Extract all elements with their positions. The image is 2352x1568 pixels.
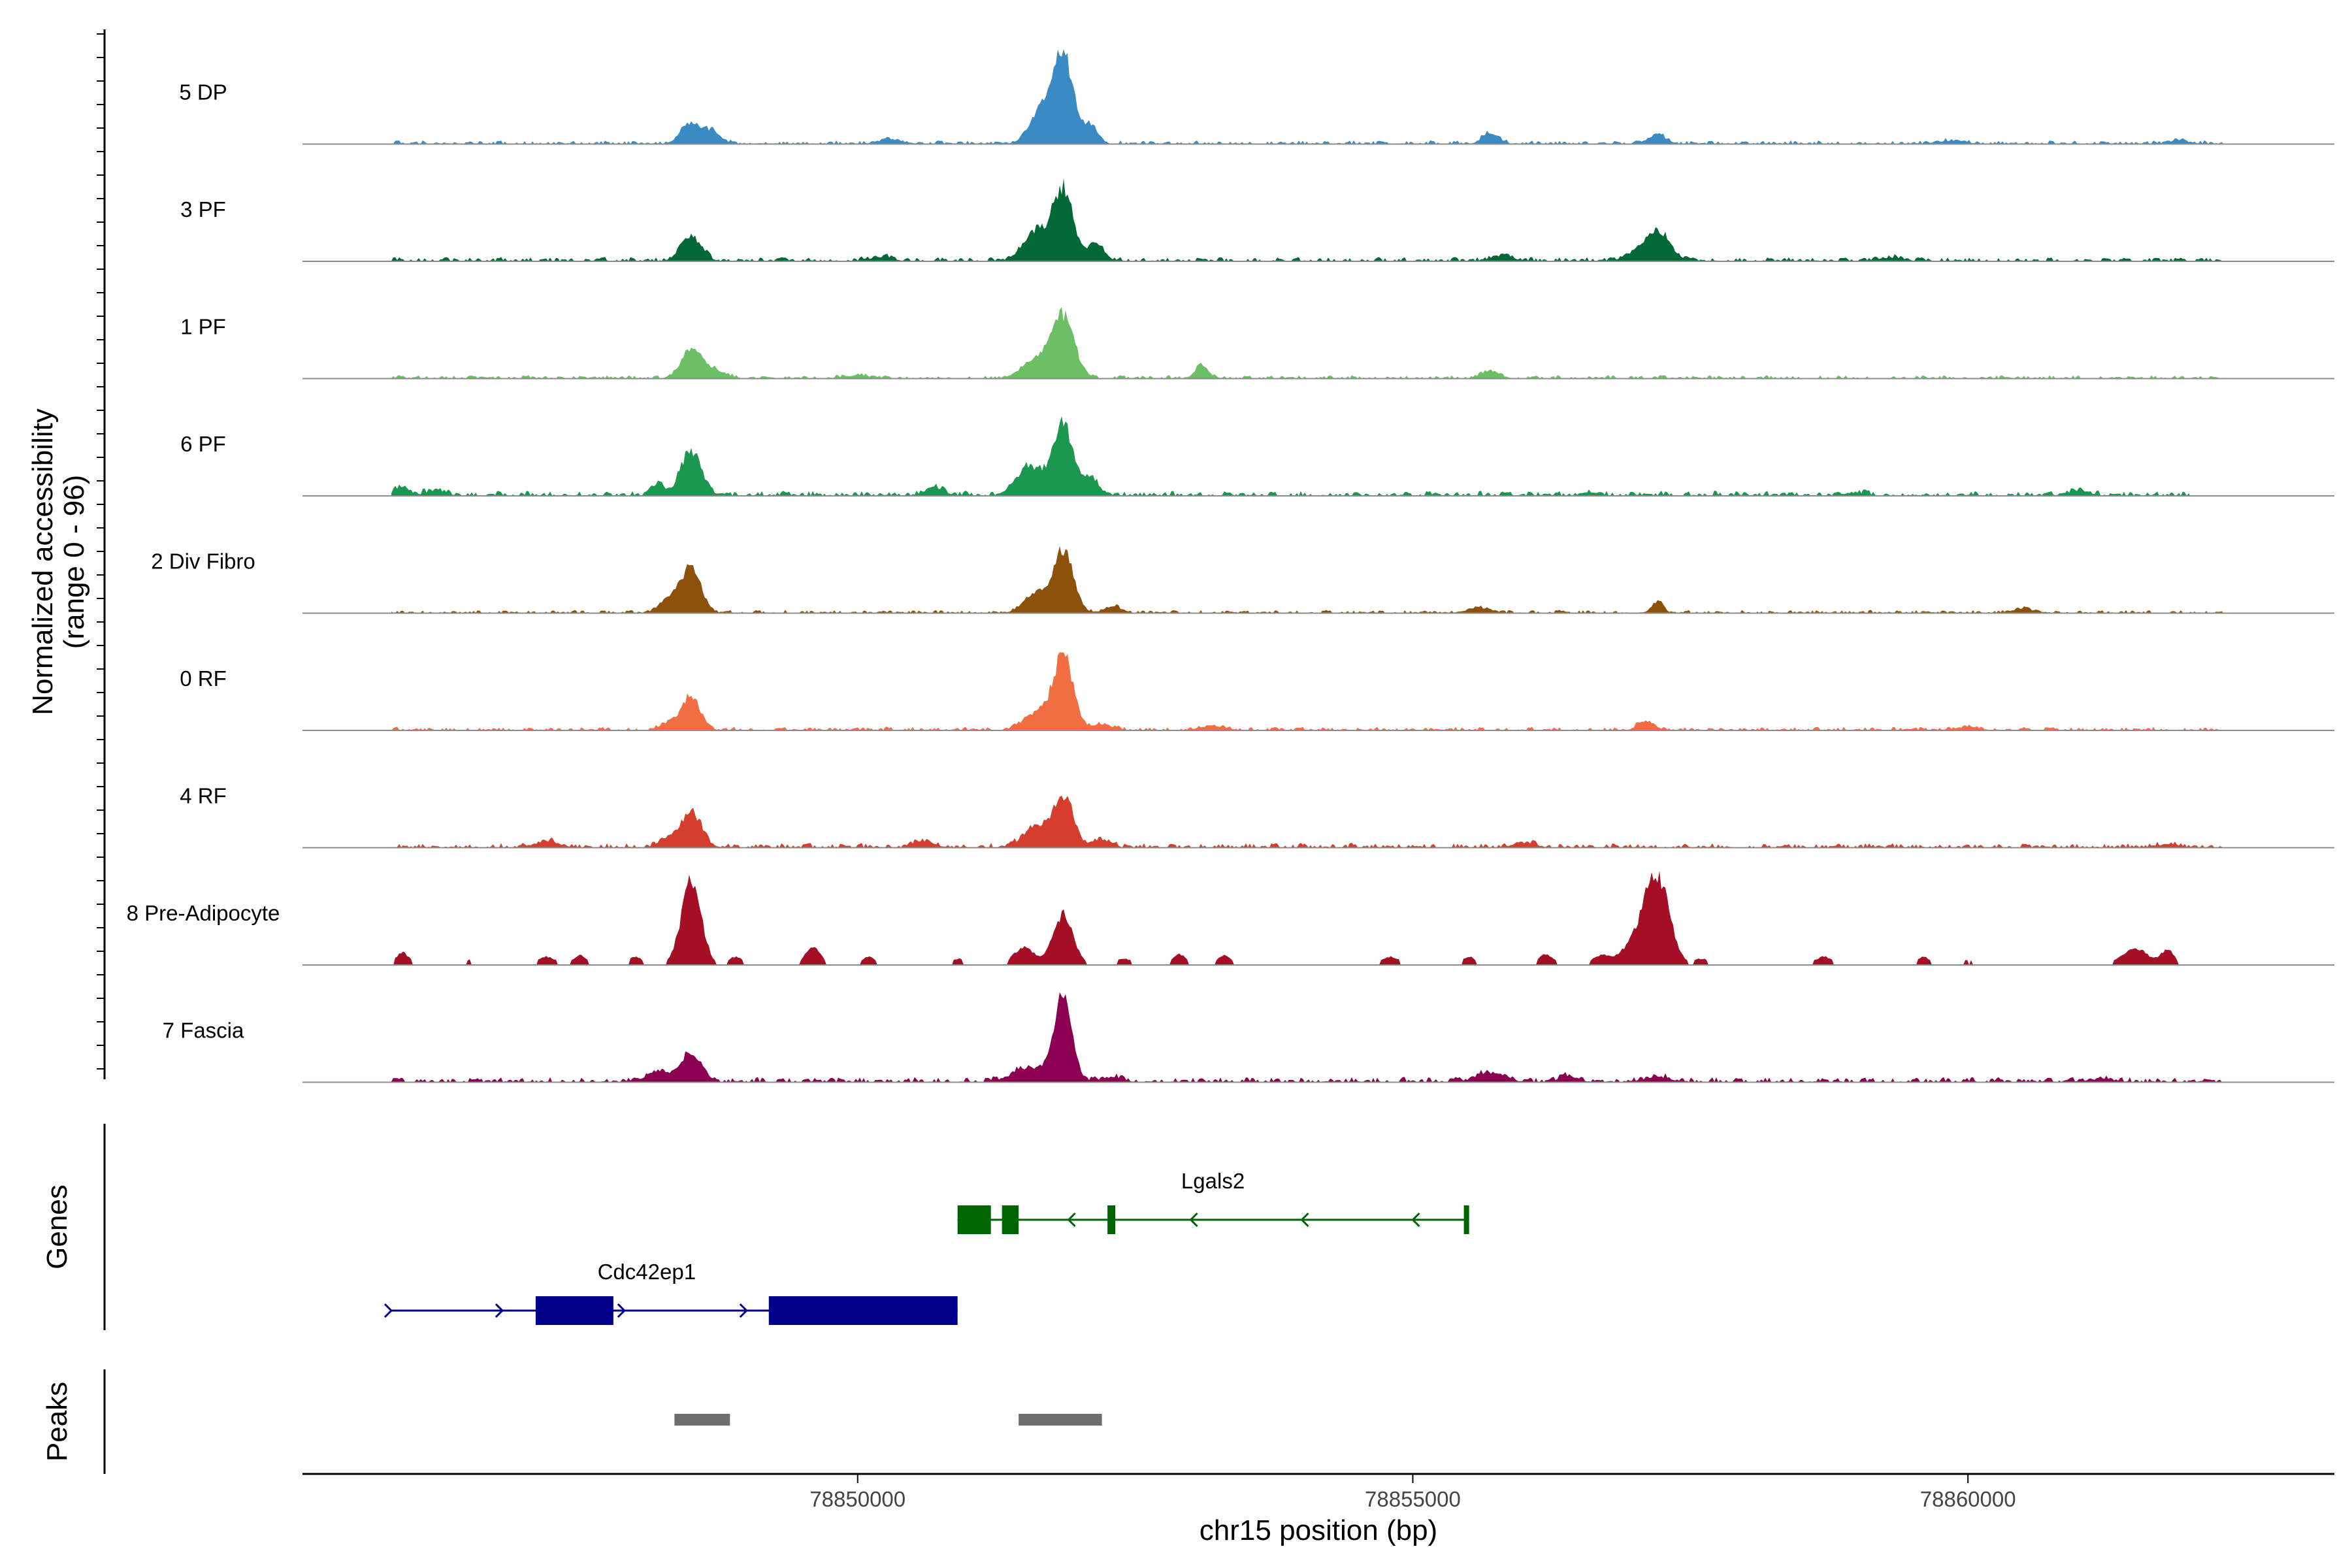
track-label: 2 Div Fibro — [151, 549, 255, 574]
track-label: 3 PF — [180, 197, 226, 221]
gene-exon — [768, 1296, 958, 1325]
track-label: 6 PF — [180, 432, 226, 456]
coverage-area — [391, 306, 2224, 379]
gene-exon — [1463, 1205, 1469, 1234]
gene-exon — [1107, 1205, 1115, 1234]
peaks-track — [674, 1414, 1102, 1426]
x-axis-ticks: 78850000 78855000 78860000 — [809, 1474, 2016, 1511]
strand-arrow — [617, 1303, 626, 1318]
strand-arrow — [1067, 1212, 1076, 1228]
track-label: 5 DP — [179, 80, 227, 105]
strand-arrow — [495, 1303, 504, 1318]
strand-arrow — [384, 1303, 393, 1318]
coverage-y-axis-ticks — [97, 33, 105, 1070]
x-tick-label: 78860000 — [1920, 1487, 2016, 1511]
peak-region — [1019, 1414, 1102, 1426]
coverage-track: 1 PF — [180, 306, 2334, 380]
gene-exon — [957, 1205, 991, 1234]
coverage-area — [391, 992, 2224, 1083]
coverage-area — [391, 49, 2224, 144]
track-label: 7 Fascia — [163, 1019, 244, 1043]
coverage-area — [391, 652, 2224, 730]
coverage-track: 5 DP — [179, 49, 2334, 145]
strand-arrow — [1411, 1212, 1420, 1228]
y-axis-title-line1: Normalized accessibility — [27, 408, 59, 715]
coverage-track: 7 Fascia — [163, 992, 2334, 1083]
gene-label: Lgals2 — [1181, 1169, 1245, 1193]
strand-arrow — [739, 1303, 748, 1318]
coverage-track: 8 Pre-Adipocyte — [127, 870, 2334, 966]
coverage-area — [391, 416, 2191, 496]
track-label: 0 RF — [180, 666, 227, 691]
gene-annotation-track: Cdc42ep1 Lgals2 — [384, 1169, 1469, 1325]
peaks-axis-title: Peaks — [41, 1382, 73, 1462]
coverage-area — [391, 870, 2224, 965]
genes-axis-title: Genes — [41, 1184, 73, 1269]
track-label: 8 Pre-Adipocyte — [127, 901, 280, 925]
coverage-track: 6 PF — [180, 416, 2334, 497]
gene-label: Cdc42ep1 — [598, 1260, 696, 1284]
gene-model: Lgals2 — [957, 1169, 1469, 1234]
coverage-track: 2 Div Fibro — [151, 546, 2334, 614]
peak-region — [674, 1414, 730, 1426]
coverage-area — [391, 795, 2224, 848]
gene-exon — [535, 1296, 613, 1325]
y-axis-title-line2: (range 0 - 96) — [58, 475, 90, 649]
x-tick-label: 78850000 — [809, 1487, 906, 1511]
gene-model: Cdc42ep1 — [384, 1260, 958, 1325]
track-label: 1 PF — [180, 315, 226, 339]
coverage-track: 4 RF — [180, 784, 2334, 849]
track-label: 4 RF — [180, 784, 227, 808]
strand-arrow — [1189, 1212, 1198, 1228]
coverage-tracks: 5 DP 3 PF 1 PF 6 PF 2 Div Fibro 0 RF 4 RF 8 Pre… — [127, 49, 2334, 1083]
coverage-area — [391, 178, 2224, 261]
coverage-area — [391, 546, 2224, 613]
gene-exon — [1002, 1205, 1019, 1234]
coverage-track: 0 RF — [180, 652, 2334, 731]
x-axis-title: chr15 position (bp) — [1200, 1514, 1437, 1546]
x-tick-label: 78855000 — [1365, 1487, 1461, 1511]
strand-arrow — [1300, 1212, 1309, 1228]
coverage-track: 3 PF — [180, 178, 2334, 262]
